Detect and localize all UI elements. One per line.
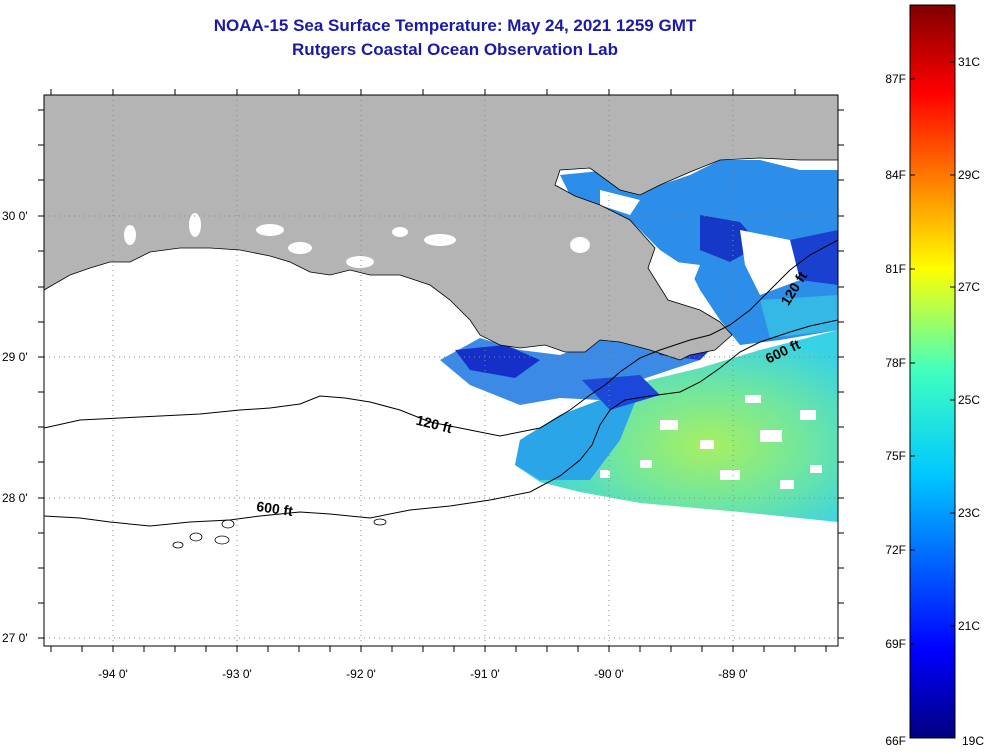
contour-label-600ft: 600 ft xyxy=(256,498,295,519)
colorbar-f-87: 87F xyxy=(885,72,906,86)
map-subtitle: Rutgers Coastal Ocean Observation Lab xyxy=(292,40,618,59)
lon-label-94: -94 0' xyxy=(98,667,128,681)
colorbar-ticks xyxy=(910,61,955,645)
land-mass xyxy=(44,95,838,361)
map-title: NOAA-15 Sea Surface Temperature: May 24,… xyxy=(213,16,697,35)
colorbar-f-75: 75F xyxy=(885,449,906,463)
lon-label-93: -93 0' xyxy=(222,667,252,681)
map-frame xyxy=(43,94,839,647)
lon-label-92: -92 0' xyxy=(346,667,376,681)
lon-label-89: -89 0' xyxy=(718,667,748,681)
lake-group xyxy=(124,213,590,268)
contour-120ft xyxy=(44,239,838,437)
colorbar-f-72: 72F xyxy=(885,543,906,557)
colorbar-c-21: 21C xyxy=(958,619,980,633)
colorbar-c-27: 27C xyxy=(958,280,980,294)
colorbar-c-31: 31C xyxy=(958,55,980,69)
colorbar-c-19: 19C xyxy=(962,734,984,748)
shelf-islands xyxy=(172,518,387,549)
contour-600ft xyxy=(44,319,838,527)
colorbar-f-66: 66F xyxy=(885,734,906,748)
colorbar-f-69: 69F xyxy=(885,637,906,651)
lon-label-91: -91 0' xyxy=(470,667,500,681)
lat-label-30: 30 0' xyxy=(2,209,28,223)
lat-label-29: 29 0' xyxy=(2,350,28,364)
axis-ticks xyxy=(38,89,844,652)
lat-label-27: 27 0' xyxy=(2,631,28,645)
grid-lines xyxy=(44,95,838,646)
colorbar-f-81: 81F xyxy=(885,262,906,276)
colorbar xyxy=(909,4,956,739)
lat-label-28: 28 0' xyxy=(2,491,28,505)
colorbar-f-78: 78F xyxy=(885,356,906,370)
colorbar-f-84: 84F xyxy=(885,168,906,182)
colorbar-c-23: 23C xyxy=(958,506,980,520)
colorbar-c-25: 25C xyxy=(958,393,980,407)
lon-label-90: -90 0' xyxy=(594,667,624,681)
colorbar-c-29: 29C xyxy=(958,168,980,182)
